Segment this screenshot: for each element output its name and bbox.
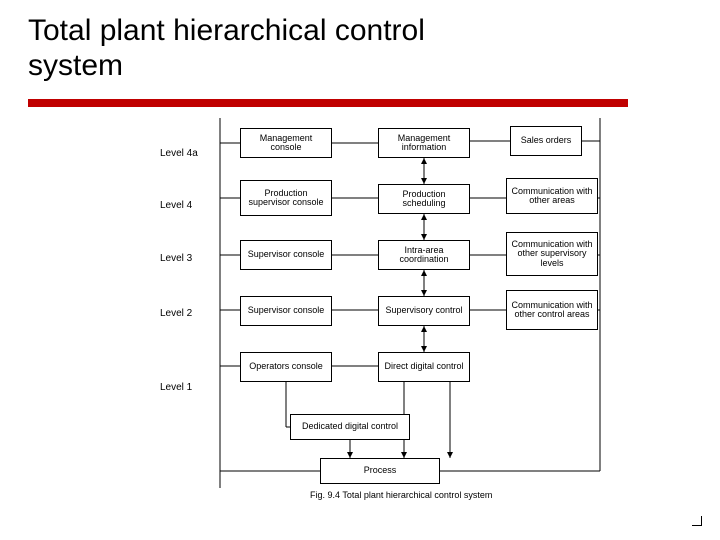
level-label: Level 1 <box>160 382 192 393</box>
diagram-caption: Fig. 9.4 Total plant hierarchical contro… <box>310 490 492 500</box>
node-cca: Communication with other control areas <box>506 290 598 330</box>
node-sup: Supervisory control <box>378 296 470 326</box>
node-iac: Intra-area coordination <box>378 240 470 270</box>
node-proc: Process <box>320 458 440 484</box>
page-title: Total plant hierarchical controlsystem <box>28 14 425 83</box>
level-label: Level 4a <box>160 148 198 159</box>
node-mc: Management console <box>240 128 332 158</box>
node-ddc: Direct digital control <box>378 352 470 382</box>
level-label: Level 3 <box>160 253 192 264</box>
node-so: Sales orders <box>510 126 582 156</box>
level-label: Level 4 <box>160 200 192 211</box>
node-ded: Dedicated digital control <box>290 414 410 440</box>
title-underline <box>28 99 628 107</box>
node-oc: Operators console <box>240 352 332 382</box>
corner-marker-icon <box>692 516 702 526</box>
level-label: Level 2 <box>160 308 192 319</box>
hierarchical-control-diagram: Management console Management information… <box>150 118 620 513</box>
node-coa: Communication with other areas <box>506 178 598 214</box>
node-mi: Management information <box>378 128 470 158</box>
node-sc2: Supervisor console <box>240 296 332 326</box>
slide: Total plant hierarchical controlsystem M… <box>0 0 720 540</box>
node-sc3: Supervisor console <box>240 240 332 270</box>
node-psc: Production supervisor console <box>240 180 332 216</box>
node-csl: Communication with other supervisory lev… <box>506 232 598 276</box>
node-ps: Production scheduling <box>378 184 470 214</box>
